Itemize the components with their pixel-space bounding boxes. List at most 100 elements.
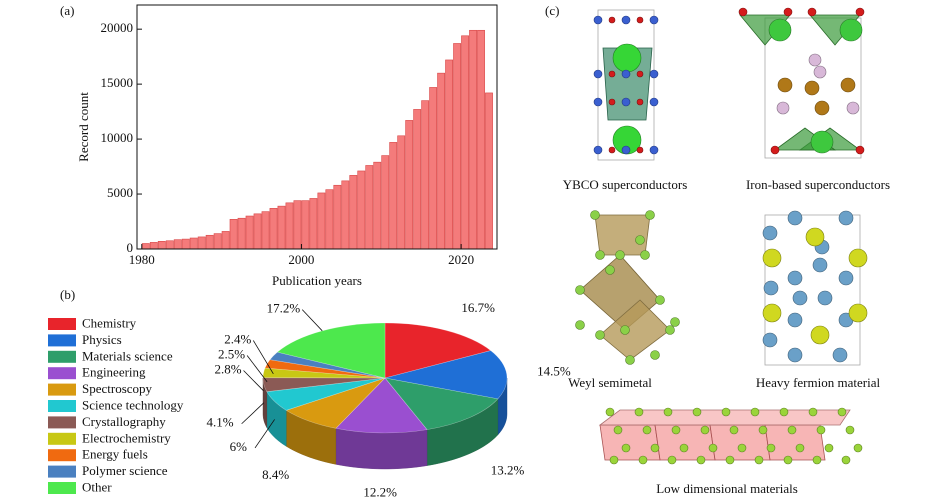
legend-swatch [48,449,76,462]
atom [670,317,680,327]
atom [839,18,863,42]
caption: Heavy fermion material [756,375,881,390]
atom [787,425,797,435]
atom [645,210,655,220]
atom [635,235,645,245]
atom [636,146,644,154]
atom [608,16,616,24]
caption: Weyl semimetal [568,375,652,390]
atom [816,425,826,435]
atom [729,425,739,435]
atom [625,355,635,365]
atom [737,443,747,453]
atom [634,407,644,417]
atom [787,270,803,286]
atom [804,80,820,96]
atom [620,325,630,335]
legend-swatch [48,482,76,494]
atom [595,330,605,340]
legend-swatch [48,400,76,412]
atom [754,455,764,465]
bar [349,175,358,250]
bar [149,242,158,250]
pie-slice [384,350,508,400]
bar [325,189,334,250]
y-tick-label: 10000 [101,130,134,145]
atom [636,16,644,24]
atom [840,77,856,93]
atom [671,425,681,435]
atom [848,248,868,268]
bar [269,208,278,250]
atom [593,15,603,25]
atom [810,130,834,154]
atom [845,425,855,435]
cell-edge [597,9,655,161]
caption: Iron-based superconductors [746,177,890,192]
atom [665,325,675,335]
leader-line [301,309,323,332]
data-label: 17.2% [267,301,301,316]
pie-slice [384,322,492,379]
atom [621,97,631,107]
atom [593,69,603,79]
bar [301,200,310,250]
bar [389,142,398,250]
bar [365,165,374,250]
atom [655,295,665,305]
bar [245,215,254,250]
atom [841,455,851,465]
data-label: 16.7% [461,300,495,315]
bar [469,29,477,250]
atom [649,97,659,107]
data-label: 4.1% [207,415,234,430]
atom [855,7,865,17]
legend-label: Physics [82,332,122,347]
atom [708,443,718,453]
atom [692,407,702,417]
bar [237,217,246,250]
atom [807,7,817,17]
atom [808,407,818,417]
bar [189,237,198,250]
atom [621,145,631,155]
bar [309,198,318,250]
y-tick-label: 5000 [107,185,133,200]
legend-label: Electrochemistry [82,430,171,445]
atom [609,455,619,465]
bar [197,236,206,250]
bar [173,239,182,250]
atom [783,7,793,17]
pie-tops [262,322,508,434]
atom [593,145,603,155]
atom [649,145,659,155]
atom [810,325,830,345]
bar [405,120,414,250]
atom [762,225,778,241]
atom [750,407,760,417]
atom [640,250,650,260]
atom [679,443,689,453]
atom [621,69,631,79]
pie-slice [285,377,386,429]
atom [650,443,660,453]
atom [817,290,833,306]
atom [667,455,677,465]
atom [813,65,827,79]
bar [229,219,238,250]
atom [783,455,793,465]
atom [636,70,644,78]
bar [165,240,174,250]
bar [453,43,461,250]
legend-swatch [48,383,76,396]
atom [636,98,644,106]
x-tick-label: 2020 [448,252,474,267]
legend-label: Science technology [82,397,184,412]
atom [838,270,854,286]
pie-side [335,428,428,470]
panel-label: (a) [60,3,74,18]
atom [615,250,625,260]
atom [649,69,659,79]
pie-slice [262,377,386,392]
legend-label: Spectroscopy [82,381,153,396]
